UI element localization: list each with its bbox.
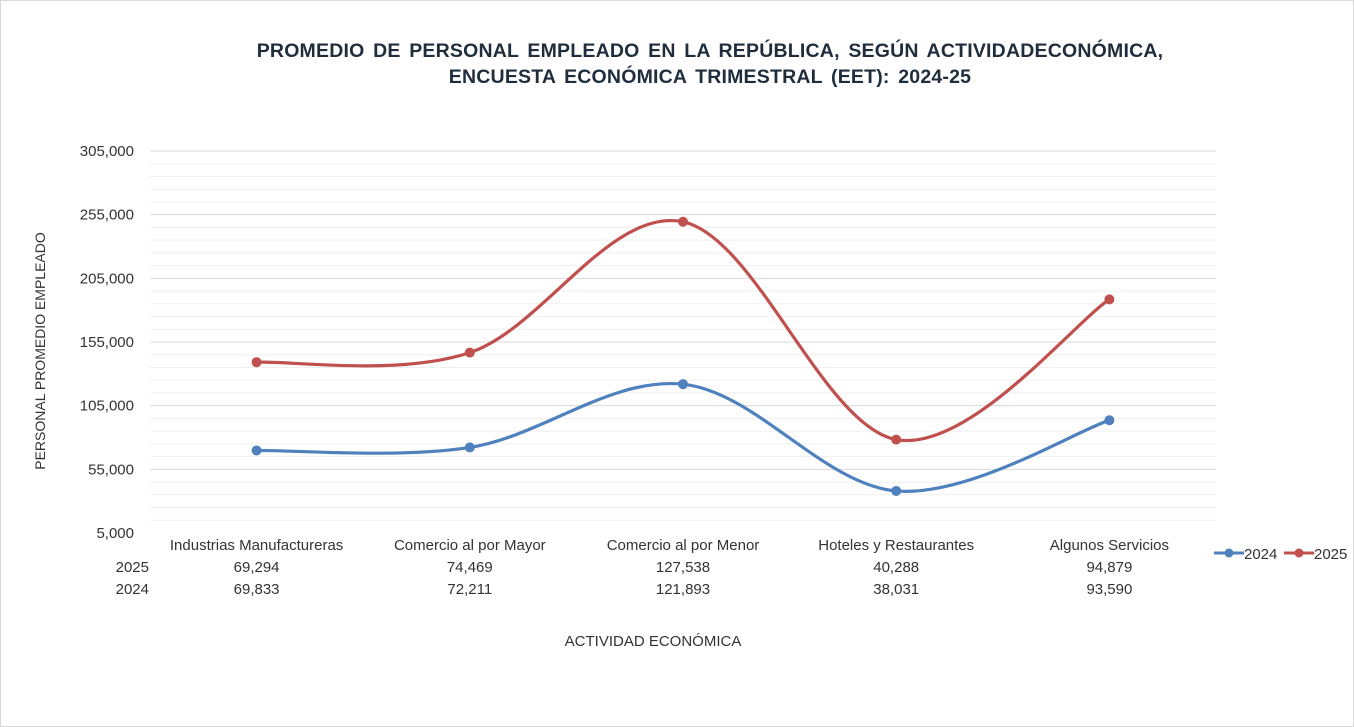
chart-title-line-2: ENCUESTA ECONÓMICA TRIMESTRAL (EET): 202… [448,66,972,88]
category-labels: Industrias Manufactureras Comercio al por… [170,537,1169,554]
table-cell: 38,031 [873,581,919,598]
series-line-2024 [255,381,1111,493]
category-label: Industrias Manufactureras [170,537,343,554]
y-tick-label: 155,000 [80,334,134,351]
category-label: Hoteles y Restaurantes [818,537,974,554]
y-tick-label: 305,000 [80,143,134,160]
data-point-2025 [891,434,902,445]
x-axis-title: ACTIVIDAD ECONÓMICA [565,633,742,650]
data-point-2025 [464,347,475,358]
legend-marker-2024 [1224,548,1234,558]
table-row-label: 2025 [116,559,149,576]
data-point-2024 [251,445,262,456]
series-line-2025 [255,218,1111,443]
y-tick-label: 105,000 [80,398,134,415]
category-label: Comercio al por Menor [607,537,760,554]
chart-title-line-1: PROMEDIO DE PERSONAL EMPLEADO EN LA REPÚ… [256,40,1164,62]
table-cell: 93,590 [1086,581,1132,598]
data-point-2024 [891,485,902,496]
data-point-2024 [678,379,688,390]
category-label: Comercio al por Mayor [394,537,546,554]
y-tick-label: 5,000 [96,525,134,542]
data-point-2025 [1104,294,1115,305]
y-axis-title: PERSONAL PROMEDIO EMPLEADO [32,232,48,470]
table-cell: 69,294 [234,559,280,576]
legend-label: 2025 [1314,546,1347,563]
series-points [251,216,1115,496]
table-cell: 74,469 [447,559,493,576]
table-row-label: 2024 [116,581,149,598]
data-point-2024 [464,442,475,453]
table-cell: 127,538 [656,559,710,576]
series-lines [255,218,1111,493]
legend-marker-2025 [1294,548,1304,558]
table-cell: 72,211 [447,581,492,598]
y-tick-label: 205,000 [80,270,134,287]
legend: 2024 2025 [1214,546,1347,563]
y-axis-ticks: 5,000 55,000 105,000 155,000 205,000 255,000 3… [80,143,134,542]
data-point-2025 [251,357,262,368]
data-point-2025 [678,216,688,227]
grid [150,150,1216,521]
table-cell: 121,893 [656,581,710,598]
chart-title: PROMEDIO DE PERSONAL EMPLEADO EN LA REPÚ… [0,38,1354,90]
y-tick-label: 55,000 [88,461,134,478]
y-tick-label: 255,000 [80,207,134,224]
data-point-2024 [1104,415,1115,426]
data-table: 2025 69,294 74,469 127,538 40,288 94,879 2024 6… [116,559,1133,598]
category-label: Algunos Servicios [1050,537,1169,554]
table-cell: 69,833 [234,581,280,598]
table-cell: 94,879 [1086,559,1132,576]
table-cell: 40,288 [873,559,919,576]
legend-label: 2024 [1244,546,1277,563]
